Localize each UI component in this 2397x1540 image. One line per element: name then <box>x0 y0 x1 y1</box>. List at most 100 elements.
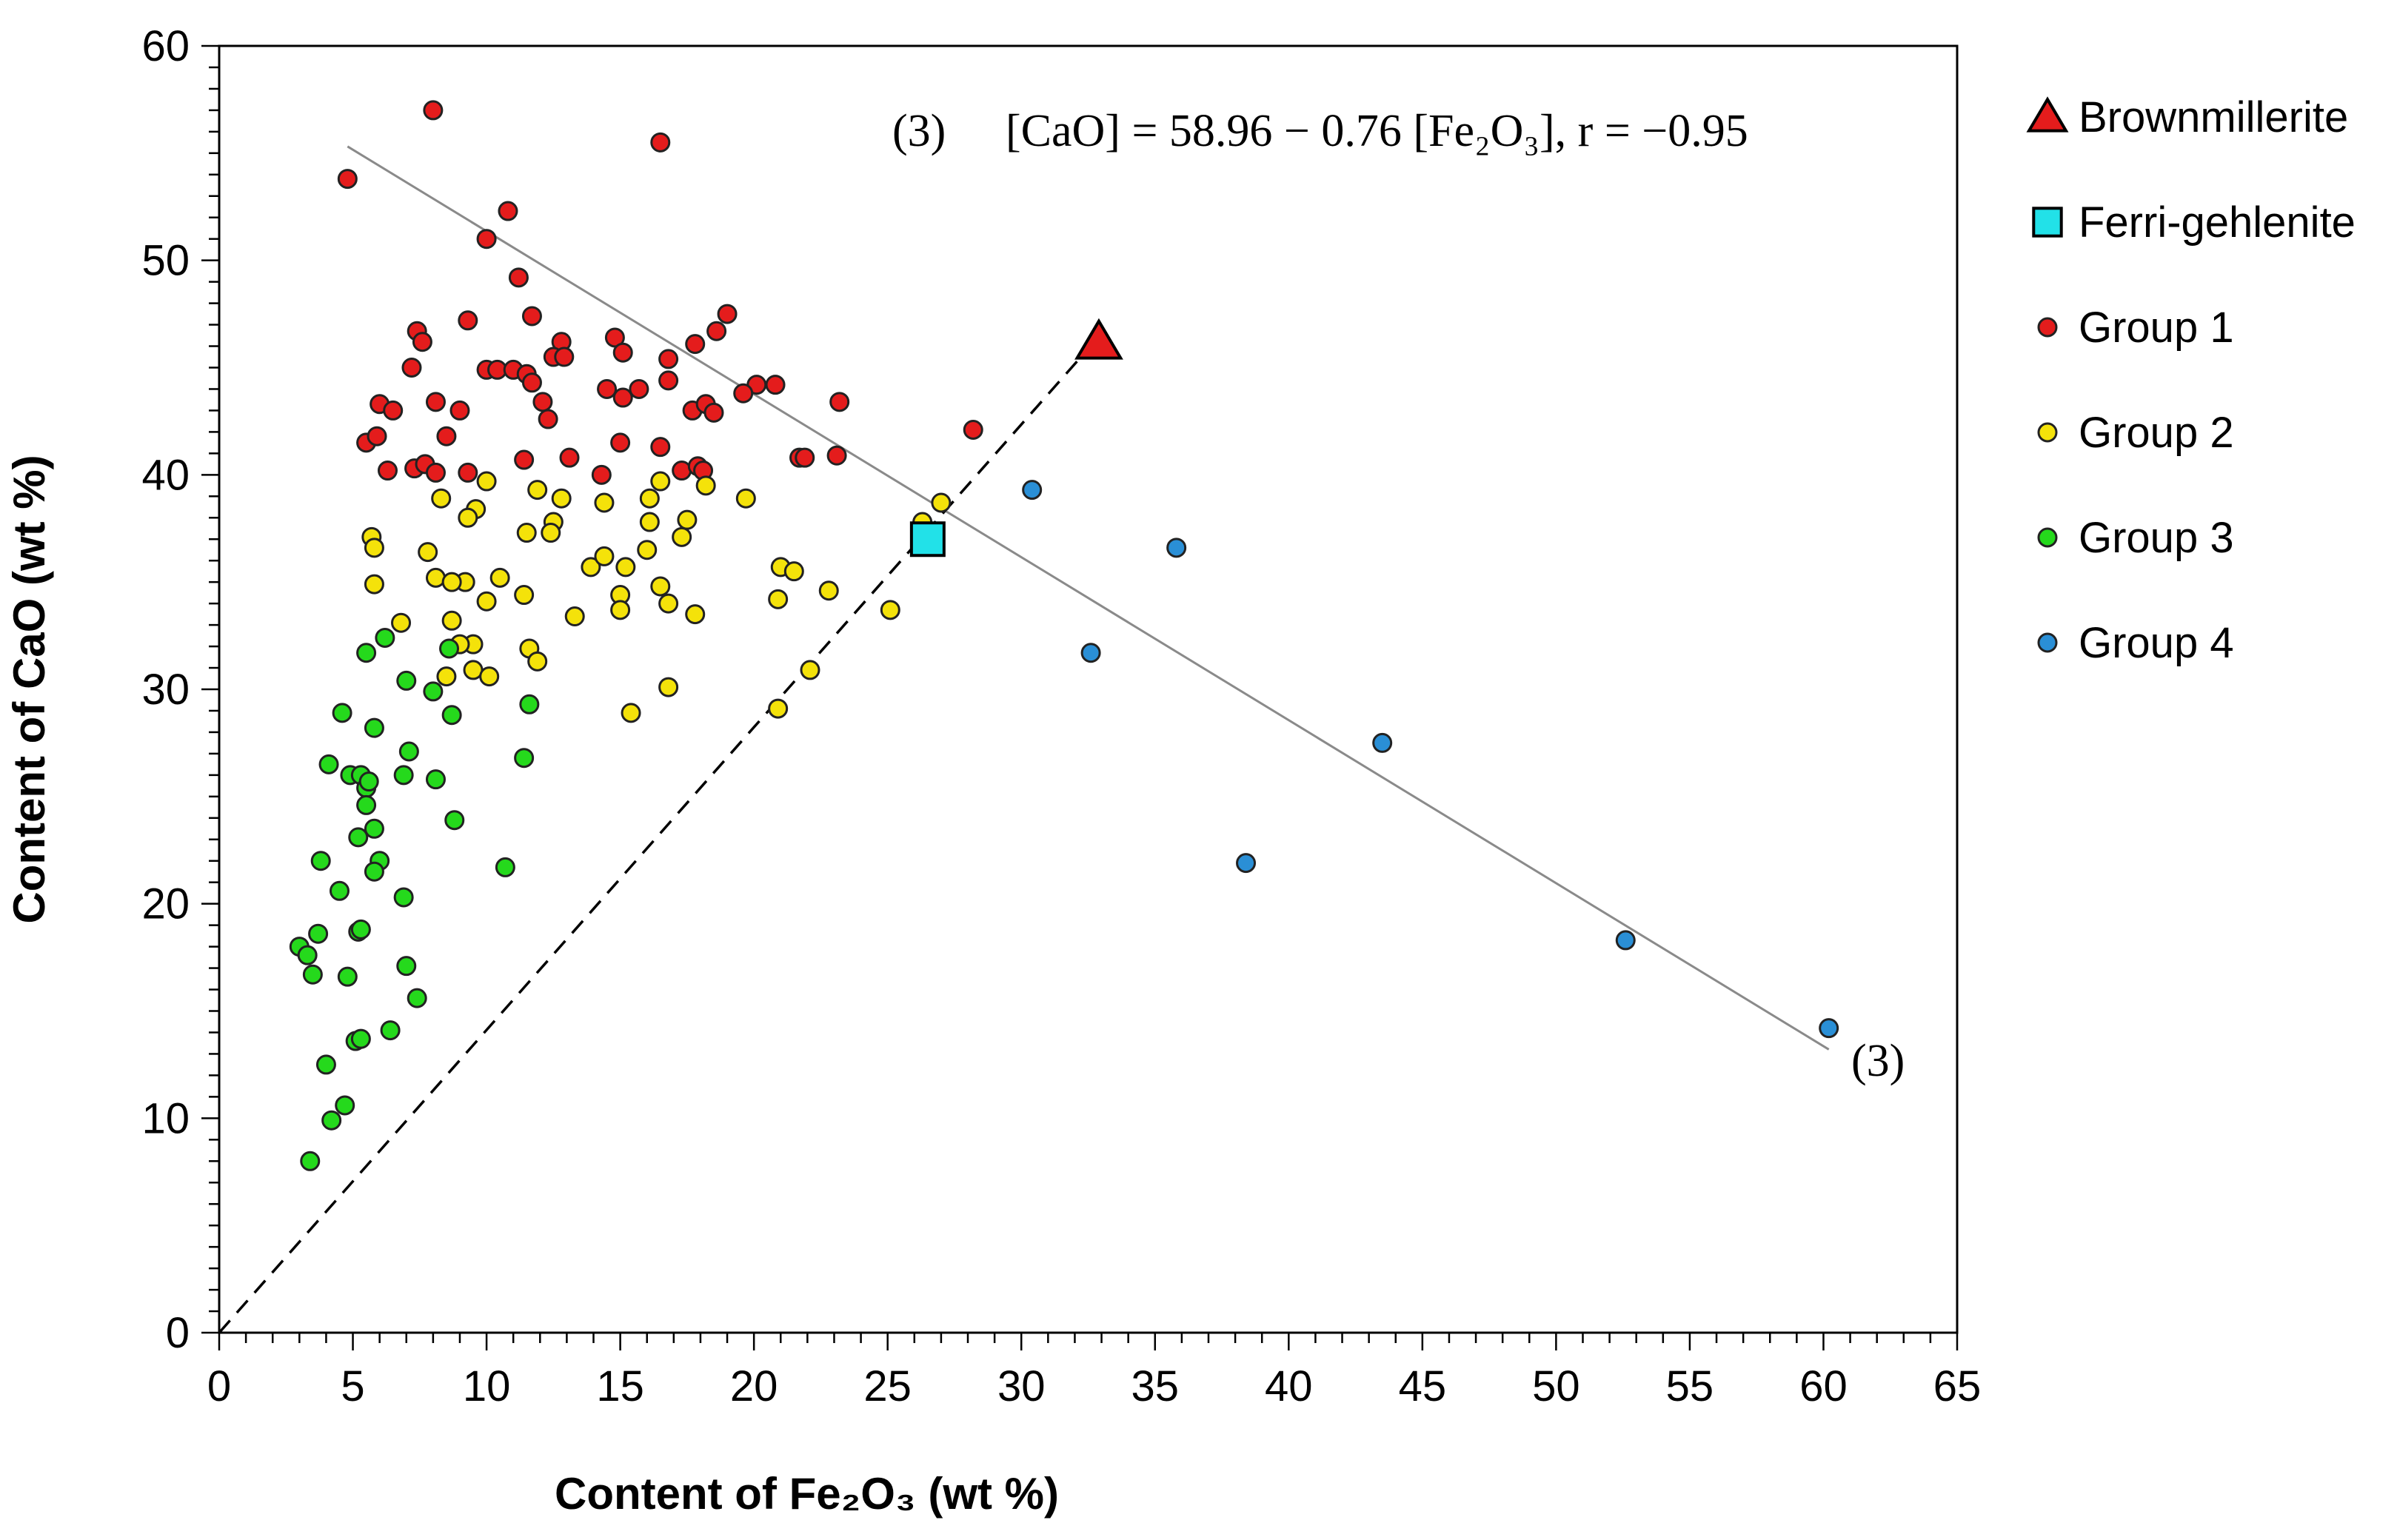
data-point-group1 <box>733 383 754 404</box>
legend-marker-ferri-gehlenite <box>2032 207 2063 238</box>
data-point-group1 <box>672 461 692 481</box>
data-point-group2 <box>658 677 679 697</box>
regression-line <box>347 145 1830 1051</box>
data-point-group1 <box>498 201 518 221</box>
data-point-group1 <box>703 402 724 423</box>
data-point-group3 <box>364 861 384 882</box>
regression-line-end-label: (3) <box>1851 1036 1905 1086</box>
data-point-group1 <box>476 229 497 250</box>
data-point-group2 <box>364 538 384 558</box>
data-point-group2 <box>768 698 789 719</box>
data-point-group2 <box>527 480 548 500</box>
data-point-group3 <box>350 919 371 940</box>
data-point-group2 <box>479 666 500 687</box>
data-point-group3 <box>318 754 339 774</box>
data-point-group3 <box>439 638 460 659</box>
data-point-group1 <box>337 169 358 190</box>
equation-text: [CaO] = 58.96 − 0.76 [Fe₂O₃], r = −0.95 <box>1006 106 1748 156</box>
data-point-group4 <box>1819 1018 1839 1039</box>
data-point-group3 <box>364 717 384 738</box>
data-point-group1 <box>795 447 815 468</box>
data-point-group2 <box>476 471 497 492</box>
data-point-group3 <box>358 771 379 792</box>
data-point-group3 <box>375 627 395 648</box>
data-point-group2 <box>594 492 615 513</box>
data-point-group1 <box>436 426 457 446</box>
data-point-group3 <box>348 827 369 848</box>
data-point-group1 <box>612 387 633 408</box>
data-point-group1 <box>521 306 542 327</box>
data-point-group1 <box>401 358 422 378</box>
data-point-group3 <box>337 966 358 987</box>
data-point-group3 <box>514 748 535 769</box>
data-point-group1 <box>458 310 478 331</box>
plot-area <box>218 100 1839 1334</box>
data-point-group2 <box>639 488 660 509</box>
data-point-group3 <box>356 794 377 815</box>
data-point-group2 <box>564 606 585 627</box>
data-point-group2 <box>800 660 820 680</box>
data-point-group4 <box>1372 732 1393 753</box>
data-point-ferri-gehlenite <box>909 521 946 558</box>
data-point-group1 <box>423 100 444 121</box>
legend-label-group4: Group 4 <box>2079 619 2234 667</box>
x-tick-label: 50 <box>1532 1362 1580 1410</box>
y-tick-label: 60 <box>141 22 190 70</box>
data-point-group2 <box>735 488 756 509</box>
data-point-group1 <box>963 420 983 441</box>
y-tick-label: 40 <box>141 451 190 499</box>
data-point-group2 <box>425 567 446 588</box>
series-ferri-gehlenite <box>909 521 946 558</box>
data-point-group1 <box>658 370 679 391</box>
data-point-group2 <box>637 540 658 560</box>
data-point-group2 <box>594 546 615 566</box>
data-point-group3 <box>425 769 446 790</box>
data-point-group3 <box>396 670 417 691</box>
x-tick-label: 55 <box>1666 1362 1714 1410</box>
data-point-group3 <box>519 694 540 714</box>
data-point-group3 <box>300 1151 321 1171</box>
data-point-group3 <box>396 956 417 977</box>
data-point-group1 <box>765 375 786 395</box>
data-point-group1 <box>591 464 612 485</box>
data-point-group1 <box>658 349 679 369</box>
annotations: (3) [CaO] = 58.96 − 0.76 [Fe₂O₃], r = −0… <box>892 106 1905 1086</box>
series-group4 <box>1022 480 1839 1039</box>
x-tick-label: 20 <box>730 1362 778 1410</box>
data-point-group1 <box>514 449 535 470</box>
data-point-group1 <box>554 346 575 367</box>
data-point-group3 <box>393 765 414 786</box>
data-point-group2 <box>610 600 631 620</box>
data-point-group1 <box>532 392 553 412</box>
data-point-group2 <box>818 580 839 601</box>
data-point-group1 <box>650 132 671 153</box>
data-point-group1 <box>629 378 649 399</box>
data-point-group3 <box>356 643 377 663</box>
data-point-group1 <box>650 437 671 458</box>
data-point-group2 <box>880 600 900 620</box>
data-point-group2 <box>672 526 692 547</box>
data-point-group2 <box>695 475 716 496</box>
x-axis-title: Content of Fe₂O₃ (wt %) <box>555 1469 1059 1519</box>
data-point-group2 <box>431 488 452 509</box>
x-tick-label: 30 <box>997 1362 1046 1410</box>
data-point-group1 <box>706 321 727 341</box>
x-tick-label: 0 <box>207 1362 231 1410</box>
legend-marker-group4 <box>2037 632 2058 653</box>
legend-marker-group1 <box>2037 317 2058 338</box>
data-point-group3 <box>495 857 515 877</box>
x-tick-label: 10 <box>463 1362 511 1410</box>
data-point-group2 <box>541 523 561 543</box>
data-point-group3 <box>310 851 331 871</box>
data-point-group2 <box>658 593 679 614</box>
data-point-group2 <box>650 576 671 597</box>
x-tick-label: 15 <box>596 1362 644 1410</box>
data-point-group2 <box>621 703 641 723</box>
data-point-group4 <box>1615 930 1636 951</box>
data-point-group2 <box>391 612 412 633</box>
data-point-group2 <box>418 542 438 563</box>
data-point-group1 <box>597 378 618 399</box>
data-point-group1 <box>604 327 625 348</box>
data-point-group2 <box>783 561 804 582</box>
